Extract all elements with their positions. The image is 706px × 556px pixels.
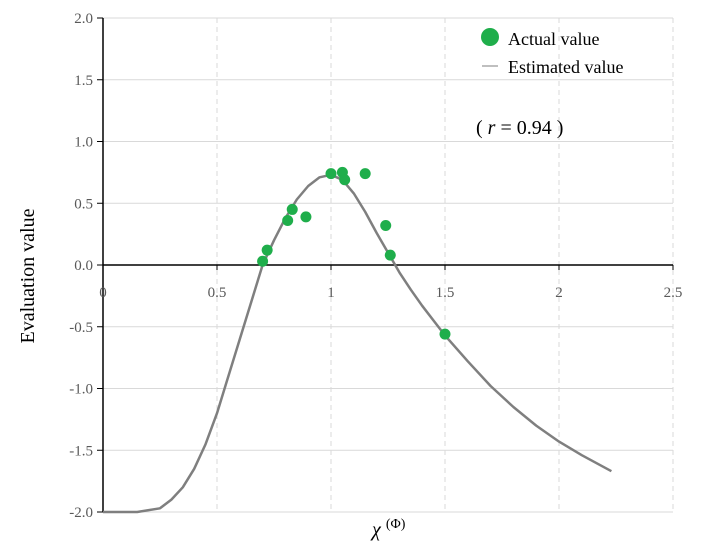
y-tick-label: -2.0 xyxy=(69,505,93,521)
estimated-curve xyxy=(103,173,612,514)
actual-point xyxy=(384,249,396,261)
x-tick-label: 1 xyxy=(327,285,335,301)
actual-point xyxy=(282,215,294,227)
x-tick-label: 1.5 xyxy=(436,285,455,301)
x-tick-label: 2 xyxy=(555,285,563,301)
x-axis-superscript: (Φ) xyxy=(386,517,406,532)
estimated-curve-group xyxy=(103,173,612,514)
legend-actual-marker xyxy=(481,28,499,46)
correlation-annotation: ( r = 0.94 ) xyxy=(476,117,563,139)
x-tick-label: 0.5 xyxy=(208,285,227,301)
legend-estimated-label: Estimated value xyxy=(508,57,623,77)
y-tick-label: 0.5 xyxy=(74,196,93,212)
y-tick-label: 1.0 xyxy=(74,135,93,151)
actual-point xyxy=(439,328,451,340)
x-tick-label: 2.5 xyxy=(664,285,683,301)
tick-labels: 2.0 1.5 1.0 0.5 0.0 -0.5 -1.0 -1.5 -2.0 0 0.5 1 1.5 2… xyxy=(69,11,682,521)
x-axis-label: χ (Φ) xyxy=(370,517,406,541)
y-tick-label: -0.5 xyxy=(69,320,93,336)
y-tick-label: -1.0 xyxy=(69,382,93,398)
y-tick-label: 0.0 xyxy=(74,258,93,274)
y-tick-label: -1.5 xyxy=(69,443,93,459)
x-axis-symbol: χ xyxy=(370,519,382,541)
y-tick-label: 1.5 xyxy=(74,73,93,89)
actual-point xyxy=(261,244,273,256)
actual-point xyxy=(257,255,269,267)
actual-point xyxy=(286,203,298,215)
x-tick-label: 0 xyxy=(99,285,107,301)
legend-actual-label: Actual value xyxy=(508,29,599,49)
actual-point xyxy=(325,168,337,180)
axes xyxy=(97,17,674,513)
legend: Actual value Estimated value xyxy=(481,28,623,77)
actual-point xyxy=(380,219,392,231)
y-tick-label: 2.0 xyxy=(74,11,93,27)
actual-point xyxy=(339,174,351,186)
actual-point xyxy=(359,168,371,180)
actual-point xyxy=(300,211,312,223)
y-axis-label: Evaluation value xyxy=(17,208,39,343)
actual-points-group xyxy=(257,166,451,340)
